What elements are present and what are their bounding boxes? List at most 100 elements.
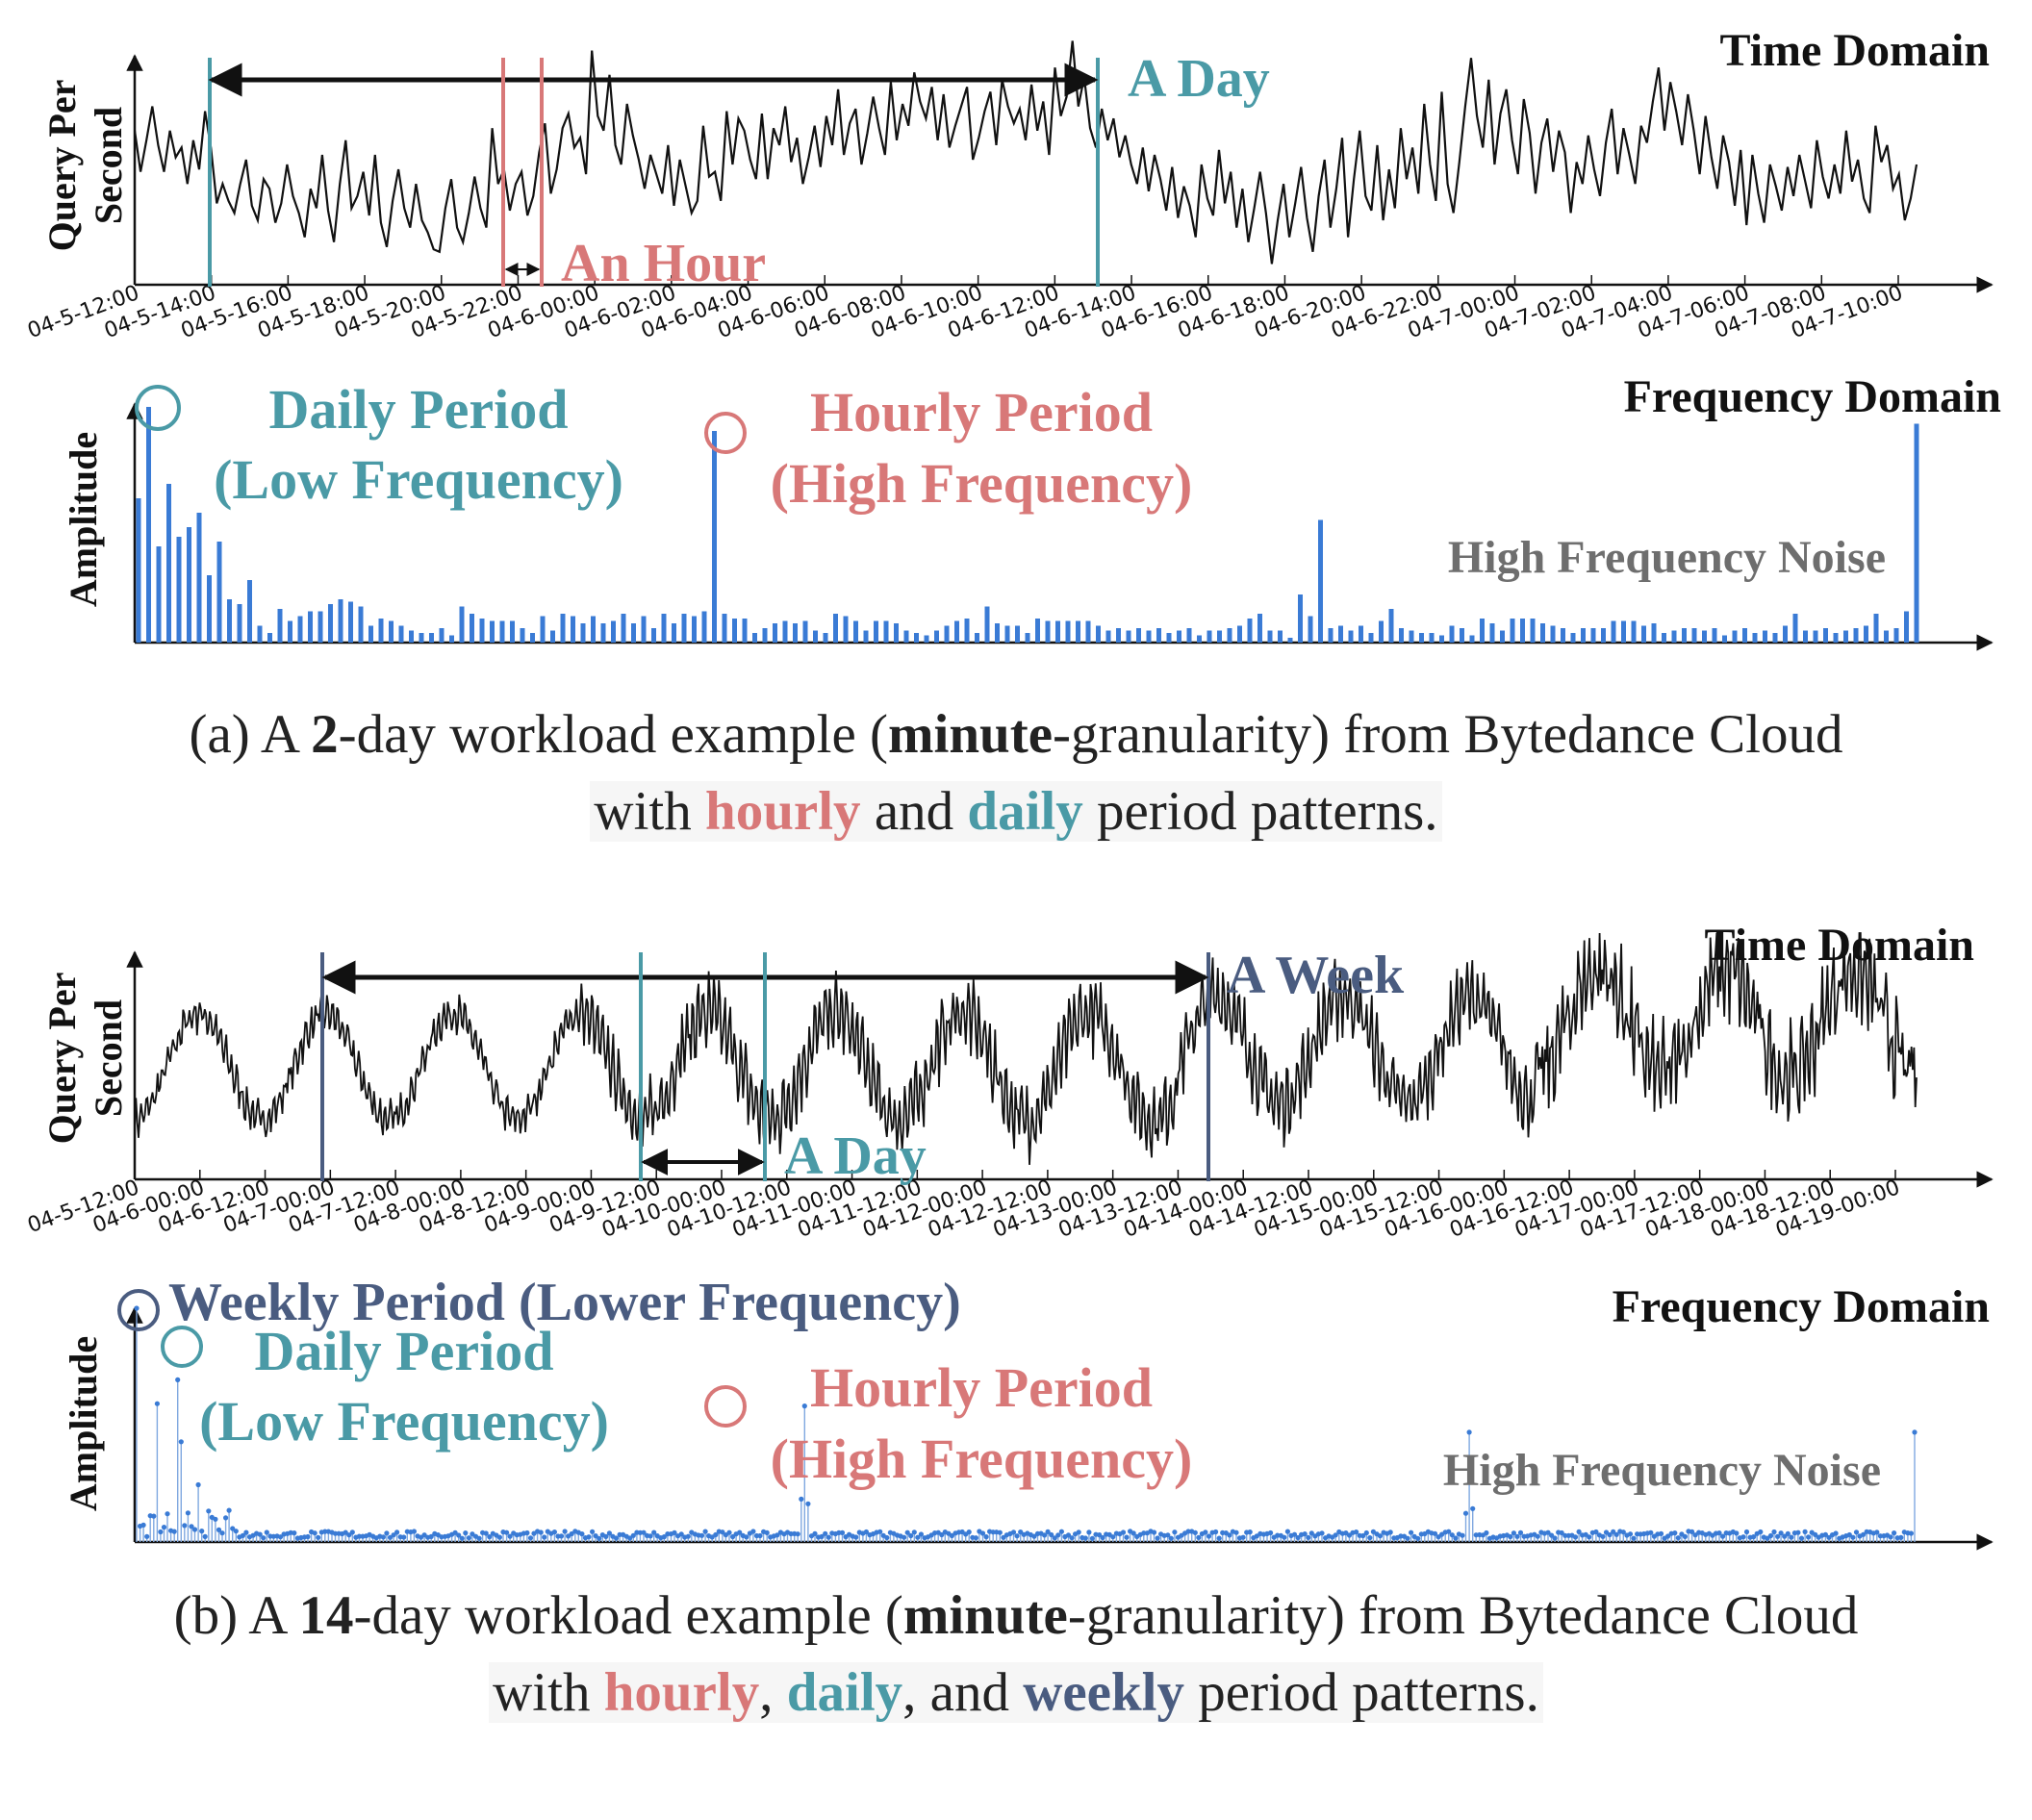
spectrum-bar	[1065, 620, 1071, 643]
spectrum-point	[349, 1529, 355, 1535]
spectrum-point	[316, 1534, 321, 1540]
spectrum-point	[542, 1534, 547, 1540]
spectrum-point	[191, 1527, 198, 1532]
spectrum-point	[134, 1305, 140, 1311]
a-freq-title: Frequency Domain	[1624, 371, 2001, 422]
spectrum-point	[966, 1529, 972, 1535]
spectrum-bar	[1702, 630, 1707, 643]
spectrum-bar	[1843, 630, 1848, 643]
spectrum-bar	[1287, 638, 1293, 643]
a-time-ylabel-1: Query Per	[40, 80, 84, 252]
spectrum-point	[243, 1529, 249, 1535]
spectrum-point	[1716, 1530, 1722, 1536]
spectrum-point	[665, 1531, 671, 1537]
spectrum-bar	[1682, 628, 1687, 643]
spectrum-point	[983, 1534, 989, 1540]
b-hourly-peak-circle	[704, 1385, 747, 1428]
spectrum-bar	[853, 620, 858, 643]
a-hourly-label-1: Hourly Period	[810, 381, 1153, 443]
spectrum-bar	[1914, 423, 1919, 643]
spectrum-bar	[1045, 620, 1051, 643]
a-noise-label: High Frequency Noise	[1448, 532, 1886, 583]
spectrum-bar	[571, 616, 575, 643]
spectrum-point	[1069, 1535, 1075, 1541]
spectrum-bar	[1611, 620, 1616, 643]
spectrum-bar	[1691, 628, 1697, 643]
spectrum-bar	[1803, 630, 1808, 643]
spectrum-point	[661, 1534, 667, 1540]
spectrum-bar	[166, 484, 171, 643]
spectrum-bar	[1076, 620, 1080, 643]
spectrum-point	[1055, 1532, 1061, 1538]
spectrum-point	[1765, 1535, 1770, 1541]
spectrum-bar	[470, 614, 474, 643]
spectrum-point	[562, 1529, 568, 1534]
spectrum-point	[158, 1529, 164, 1535]
spectrum-point	[384, 1530, 390, 1536]
b-weekly-label: Weekly Period (Lower Frequency)	[168, 1273, 961, 1332]
spectrum-point	[219, 1530, 225, 1536]
spectrum-point	[1620, 1529, 1626, 1535]
spectrum-point	[1912, 1429, 1918, 1435]
b-time-ylabel-1: Query Per	[40, 973, 84, 1145]
spectrum-bar	[1035, 619, 1040, 643]
spectrum-bar	[196, 513, 202, 643]
spectrum-bar	[1116, 628, 1121, 643]
spectrum-bar	[1561, 628, 1565, 643]
b-time-title: Time Domain	[1705, 920, 1974, 971]
spectrum-point	[312, 1530, 318, 1536]
b-hourly-label-1: Hourly Period	[810, 1356, 1153, 1419]
spectrum-bar	[247, 580, 252, 643]
spectrum-point	[593, 1533, 598, 1539]
spectrum-bar	[1631, 620, 1637, 643]
panel-b-frequency: Amplitude Frequency Domain Weekly Period…	[62, 1273, 1994, 1551]
spectrum-bar	[813, 630, 818, 643]
spectrum-bar	[550, 630, 555, 643]
spectrum-point	[538, 1529, 544, 1535]
b-time-tick-labels: 04-5-12:0004-6-00:0004-6-12:0004-7-00:00…	[25, 1170, 1903, 1243]
b-freq-ylabel: Amplitude	[62, 1336, 105, 1511]
a-daily-label-2: (Low Frequency)	[214, 448, 623, 511]
spectrum-point	[1627, 1531, 1634, 1537]
spectrum-bar	[1338, 625, 1343, 643]
spectrum-point	[1778, 1530, 1784, 1536]
spectrum-point	[507, 1533, 513, 1539]
spectrum-point	[1453, 1535, 1459, 1541]
spectrum-point	[332, 1530, 339, 1536]
spectrum-point	[1785, 1530, 1791, 1536]
spectrum-point	[1124, 1534, 1130, 1540]
spectrum-point	[261, 1535, 267, 1541]
spectrum-bar	[530, 633, 535, 643]
spectrum-point	[627, 1535, 633, 1541]
spectrum-point	[456, 1532, 462, 1538]
spectrum-point	[206, 1508, 212, 1514]
spectrum-point	[1846, 1531, 1852, 1538]
spectrum-bar	[1510, 619, 1515, 643]
spectrum-bar	[742, 619, 748, 643]
spectrum-bar	[1166, 633, 1172, 643]
spectrum-bar	[793, 623, 798, 643]
spectrum-bar	[1520, 619, 1525, 643]
spectrum-bar	[1368, 633, 1374, 643]
spectrum-bar	[732, 619, 737, 643]
spectrum-point	[1302, 1531, 1308, 1537]
spectrum-point	[1165, 1532, 1171, 1538]
spectrum-bar	[1206, 630, 1212, 643]
spectrum-point	[230, 1526, 236, 1531]
spectrum-point	[165, 1511, 170, 1517]
spectrum-point	[698, 1532, 705, 1538]
spectrum-point	[1740, 1534, 1746, 1540]
spectrum-point	[161, 1525, 167, 1530]
caption-a-line-1: (a) A 2-day workload example (minute-gra…	[189, 704, 1843, 765]
spectrum-bar	[1489, 623, 1495, 643]
spectrum-bar	[378, 619, 384, 643]
spectrum-bar	[1429, 633, 1435, 643]
spectrum-point	[459, 1535, 465, 1541]
spectrum-point	[915, 1534, 921, 1540]
spectrum-bar	[701, 611, 707, 643]
spectrum-bar	[1267, 630, 1273, 643]
spectrum-bar	[712, 431, 717, 643]
spectrum-bar	[1126, 630, 1131, 643]
spectrum-point	[877, 1529, 883, 1534]
spectrum-point	[1648, 1529, 1654, 1535]
